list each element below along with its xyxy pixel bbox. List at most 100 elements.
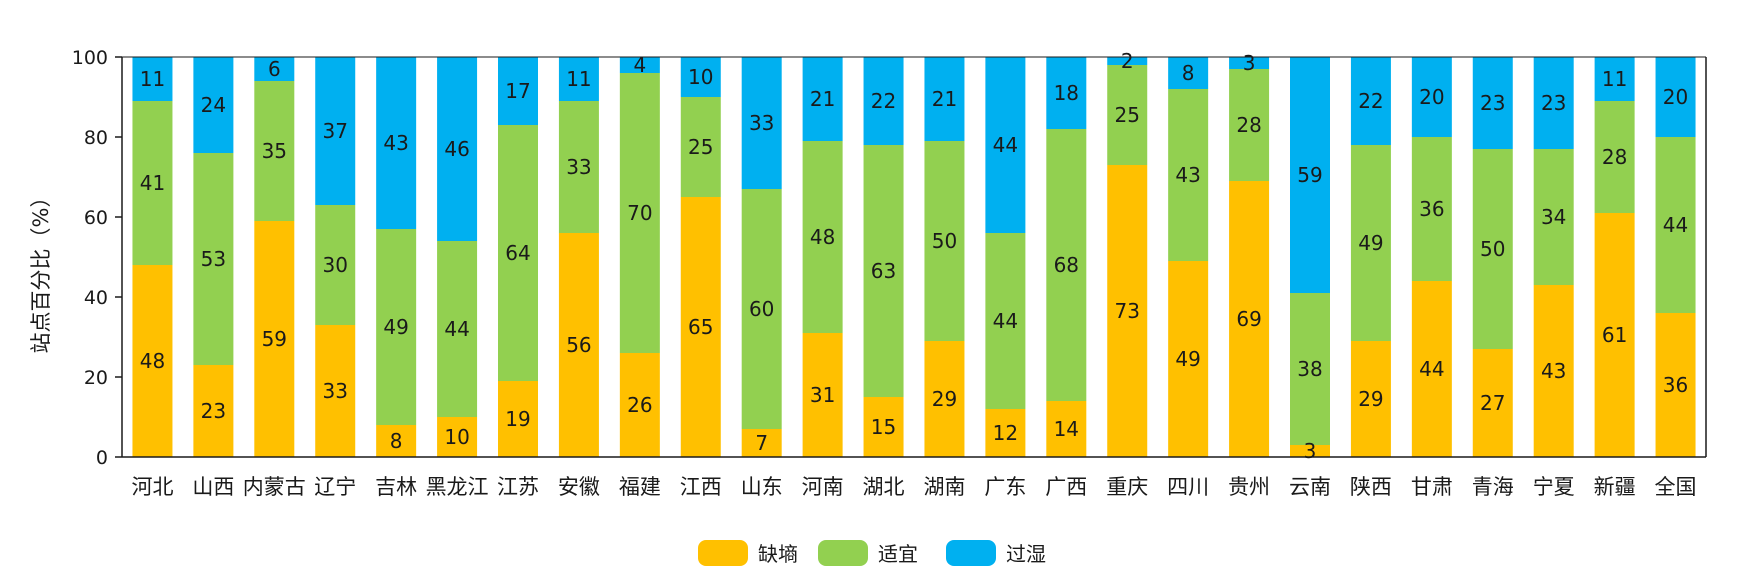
bar-segment-1-11 [741, 429, 782, 457]
data-label-1-3: 59 [262, 327, 287, 351]
bar-segment-2-26 [1655, 137, 1696, 313]
data-label-1-17: 73 [1115, 299, 1140, 323]
bar-segment-3-15 [985, 57, 1026, 233]
y-tick-label-3: 40 [84, 287, 108, 309]
data-label-1-13: 15 [871, 415, 896, 439]
x-tick-label-3: 内蒙古 [243, 475, 306, 499]
category-labels-layer: 河北 山西 内蒙古 辽宁 吉林 黑龙江 江苏 安徽 福建 江西 山东 河南 湖北 湖南 广东 广西 重庆 四川 贵州… [131, 475, 1696, 499]
legend-label-1: 缺墒 [758, 542, 798, 566]
data-label-3-14: 21 [932, 87, 957, 111]
legend: 缺墒 适宜 过湿 [698, 540, 1046, 566]
bar-segment-1-6 [437, 417, 478, 457]
bar-segment-2-7 [498, 125, 538, 381]
data-label-3-16: 18 [1054, 81, 1079, 105]
x-tick-label-16: 广西 [1045, 475, 1087, 499]
bar-segment-2-4 [315, 205, 356, 325]
x-tick-label-5: 吉林 [375, 475, 417, 499]
bar-segment-1-12 [802, 333, 843, 457]
bar-segment-2-19 [1229, 69, 1270, 181]
data-label-2-1: 41 [140, 171, 165, 195]
data-label-2-3: 35 [262, 139, 287, 163]
data-label-2-2: 53 [201, 247, 226, 271]
data-label-1-19: 69 [1236, 307, 1261, 331]
data-label-2-10: 25 [688, 135, 713, 159]
x-tick-label-4: 辽宁 [314, 475, 356, 499]
x-tick-label-24: 宁夏 [1533, 475, 1575, 499]
bar-segment-2-23 [1472, 149, 1513, 349]
x-tick-label-17: 重庆 [1106, 475, 1148, 499]
legend-swatch-1 [698, 540, 748, 566]
data-label-1-24: 43 [1541, 359, 1566, 383]
data-label-3-5: 43 [383, 131, 408, 155]
bar-segment-1-9 [619, 353, 660, 457]
data-label-3-13: 22 [871, 89, 896, 113]
legend-swatch-2 [818, 540, 868, 566]
x-tick-label-18: 四川 [1167, 475, 1209, 499]
bar-segment-1-5 [376, 425, 417, 457]
data-label-2-24: 34 [1541, 205, 1566, 229]
bar-segment-2-8 [558, 101, 599, 233]
bar-segment-3-16 [1046, 57, 1087, 129]
data-label-3-15: 44 [993, 133, 1018, 157]
x-tick-label-20: 云南 [1289, 475, 1331, 499]
bar-segment-1-8 [558, 233, 599, 457]
x-tick-label-13: 湖北 [863, 475, 905, 499]
bar-segment-1-18 [1168, 261, 1209, 457]
bar-segment-3-1 [132, 57, 173, 101]
bar-segment-3-25 [1594, 57, 1635, 101]
data-label-2-21: 49 [1358, 231, 1383, 255]
data-label-2-11: 60 [749, 297, 774, 321]
data-label-3-23: 23 [1480, 91, 1505, 115]
x-tick-label-10: 江西 [680, 475, 722, 499]
bar-segment-1-16 [1046, 401, 1087, 457]
x-tick-label-6: 黑龙江 [426, 475, 489, 499]
data-label-3-10: 10 [688, 65, 713, 89]
x-tick-label-1: 河北 [131, 475, 173, 499]
bar-segment-3-19 [1229, 57, 1270, 69]
bar-segment-2-22 [1411, 137, 1452, 281]
y-tick-label-6: 100 [72, 47, 108, 69]
data-label-1-2: 23 [201, 399, 226, 423]
x-tick-label-22: 甘肃 [1411, 475, 1453, 499]
x-tick-label-8: 安徽 [558, 475, 600, 499]
bar-segment-2-16 [1046, 129, 1087, 401]
legend-label-2: 适宜 [878, 542, 918, 566]
legend-swatch-3 [946, 540, 996, 566]
bar-segment-1-1 [132, 265, 173, 457]
y-tick-label-5: 80 [84, 127, 108, 149]
bar-segment-2-13 [863, 145, 904, 397]
data-label-3-2: 24 [201, 93, 226, 117]
bar-segment-2-18 [1168, 89, 1209, 261]
data-label-2-25: 28 [1602, 145, 1627, 169]
data-label-2-22: 36 [1419, 197, 1444, 221]
data-label-1-11: 7 [755, 431, 768, 455]
bar-segment-3-7 [498, 57, 538, 125]
data-label-1-26: 36 [1663, 373, 1688, 397]
bar-segment-2-21 [1350, 145, 1391, 341]
data-label-3-25: 11 [1602, 67, 1627, 91]
x-tick-label-12: 河南 [802, 475, 844, 499]
bar-segment-2-12 [802, 141, 843, 333]
bar-segment-1-7 [498, 381, 538, 457]
x-tick-label-26: 全国 [1655, 475, 1697, 499]
data-label-3-8: 11 [566, 67, 591, 91]
bar-segment-3-12 [802, 57, 843, 141]
data-label-3-3: 6 [268, 57, 281, 81]
bar-segment-3-2 [193, 57, 234, 153]
data-label-2-9: 70 [627, 201, 652, 225]
data-label-1-12: 31 [810, 383, 835, 407]
bar-segment-2-20 [1290, 293, 1330, 445]
data-label-1-16: 14 [1054, 417, 1079, 441]
data-label-1-10: 65 [688, 315, 713, 339]
bar-segment-3-8 [558, 57, 599, 101]
data-label-1-18: 49 [1175, 347, 1200, 371]
data-label-2-20: 38 [1297, 357, 1322, 381]
bar-segment-3-22 [1411, 57, 1452, 137]
data-label-2-6: 44 [444, 317, 469, 341]
data-label-3-24: 23 [1541, 91, 1566, 115]
x-tick-label-2: 山西 [192, 475, 234, 499]
data-label-1-20: 3 [1304, 439, 1317, 463]
bar-segment-3-11 [741, 57, 782, 189]
bar-segment-3-18 [1168, 57, 1209, 89]
